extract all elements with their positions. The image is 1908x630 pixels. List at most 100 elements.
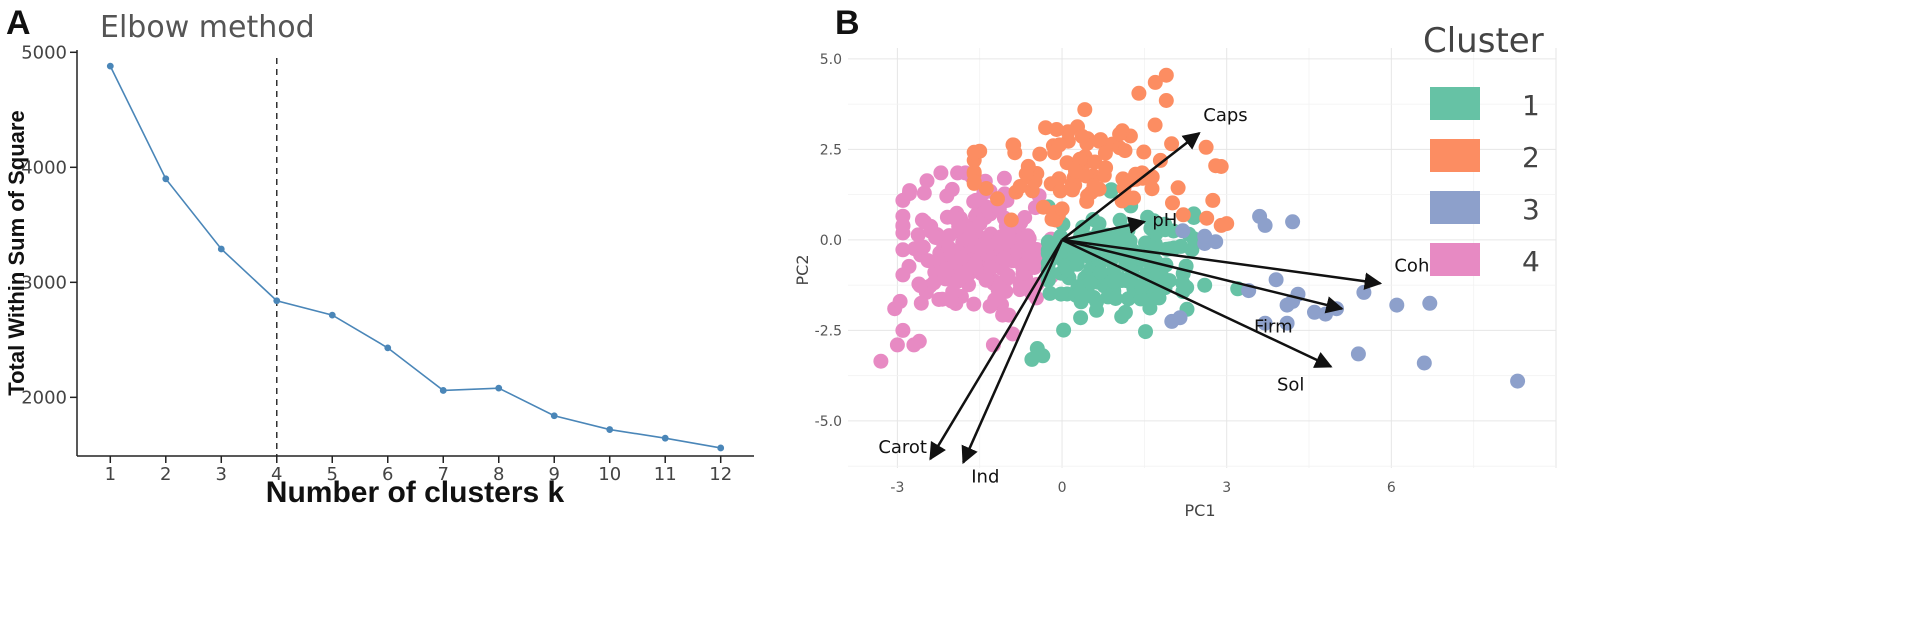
cluster-4-point [941, 240, 957, 256]
cluster-4-point [941, 228, 957, 244]
cluster-1-point [1114, 232, 1130, 248]
cluster-3-point [1257, 217, 1273, 233]
chart-a-series [106, 62, 725, 452]
cluster-2-point [1006, 137, 1022, 153]
data-point [106, 62, 114, 70]
cluster-2-point [1086, 178, 1102, 194]
cluster-4-point [1025, 256, 1041, 272]
x-tick-label: 12 [709, 464, 732, 485]
x-tick-label: 4 [271, 464, 282, 485]
cluster-2-point [1158, 93, 1174, 108]
cluster-4-point [972, 216, 988, 232]
cluster-4-point [987, 292, 1003, 308]
cluster-2-point [1064, 182, 1080, 197]
cluster-3-point [1416, 355, 1432, 371]
cluster-1-point [1024, 351, 1040, 367]
cluster-2-point [1079, 193, 1095, 209]
panel-b-letter: B [835, 4, 860, 42]
legend-label-2: 2 [1522, 141, 1540, 174]
cluster-4-point [895, 218, 911, 234]
vector-caps-label: Caps [1203, 105, 1247, 126]
cluster-4-point [912, 278, 928, 294]
cluster-2-point [1175, 207, 1191, 223]
cluster-2-point [966, 144, 982, 160]
legend-label-3: 3 [1522, 193, 1540, 226]
vector-coh-label: Coh [1394, 255, 1429, 276]
chart-b-vectors: Caps pH Coh Firm Sol Carot Ind [878, 105, 1429, 487]
cluster-3-point [1510, 373, 1526, 389]
data-point [217, 245, 225, 253]
chart-b-legend: Cluster 1 2 3 4 [1423, 21, 1544, 278]
x-tick-label: 7 [438, 464, 449, 485]
chart-b-ticks: -3 0 3 6 5.0 2.5 0.0 -2.5 -5.0 [815, 52, 1396, 496]
cluster-2-point [1018, 166, 1034, 182]
cluster-2-point [1208, 158, 1224, 174]
cluster-2-point [1077, 102, 1093, 118]
vector-ph-label: pH [1152, 210, 1177, 231]
cluster-4-point [950, 165, 966, 181]
cluster-4-point [892, 293, 908, 309]
cluster-1-point [1056, 322, 1072, 338]
cluster-1-point [1073, 285, 1089, 301]
y-tick-label: 4000 [21, 157, 67, 178]
cluster-4-point [895, 322, 911, 338]
vector-firm-arrow [1061, 238, 1344, 314]
vector-ind-arrow [961, 239, 1064, 465]
cluster-3-point [1279, 297, 1295, 313]
cluster-4-point [1000, 226, 1016, 242]
cluster-2-point [1072, 151, 1088, 167]
cluster-4-point [919, 173, 935, 189]
cluster-2-point [1170, 180, 1186, 196]
cluster-3-point [1389, 297, 1405, 313]
data-point [439, 387, 447, 394]
x-tick-label: 6 [1387, 480, 1396, 496]
cluster-2-point [1147, 74, 1163, 90]
x-tick-label: -3 [890, 480, 904, 496]
cluster-4-point [966, 296, 982, 312]
vector-firm-label: Firm [1254, 317, 1293, 338]
cluster-1-point [1108, 291, 1124, 306]
cluster-4-point [933, 165, 949, 181]
legend-title: Cluster [1423, 21, 1544, 61]
legend-swatch-1 [1430, 87, 1480, 120]
cluster-4-point [973, 242, 988, 257]
cluster-2-point [1205, 192, 1221, 208]
cluster-2-point [1219, 216, 1235, 232]
cluster-4-point [1015, 265, 1031, 281]
y-tick-label: 2000 [21, 387, 67, 408]
x-tick-label: 2 [160, 464, 171, 485]
cluster-2-point [1051, 137, 1067, 153]
data-point [162, 175, 170, 183]
x-tick-label: 1 [105, 464, 116, 485]
cluster-2-point [1144, 181, 1160, 197]
vector-sol-label: Sol [1277, 375, 1304, 396]
cluster-1-point [1112, 212, 1128, 228]
x-tick-label: 11 [654, 464, 677, 485]
cluster-3-point [1285, 214, 1301, 230]
cluster-4-point [920, 253, 936, 269]
data-point [606, 426, 614, 433]
chart-a-xlabel: Number of clusters k [266, 476, 565, 509]
data-point [273, 297, 281, 305]
cluster-2-point [1097, 145, 1113, 161]
cluster-4-point [915, 239, 931, 255]
cluster-4-point [911, 333, 927, 349]
data-point [661, 434, 669, 442]
cluster-3-point [1422, 295, 1438, 311]
series-line [109, 65, 721, 449]
vector-ph-arrow [1061, 216, 1147, 242]
cluster-4-point [916, 185, 932, 201]
cluster-2-point [1038, 120, 1054, 136]
panel-a-elbow-chart: A Elbow method 1 2 3 4 5 6 7 8 9 10 11 122000300040… [4, 4, 754, 509]
cluster-2-point [1198, 139, 1214, 155]
cluster-3-point [1268, 272, 1284, 288]
legend-label-1: 1 [1522, 89, 1540, 122]
cluster-2-point [978, 181, 994, 196]
cluster-1-point [1042, 285, 1058, 301]
cluster-3-point [1164, 313, 1180, 329]
cluster-1-point [1053, 286, 1069, 302]
cluster-1-point [1089, 294, 1105, 310]
cluster-2-point [1199, 210, 1215, 226]
x-tick-label: 0 [1058, 480, 1067, 496]
cluster-1-point [1173, 238, 1189, 254]
